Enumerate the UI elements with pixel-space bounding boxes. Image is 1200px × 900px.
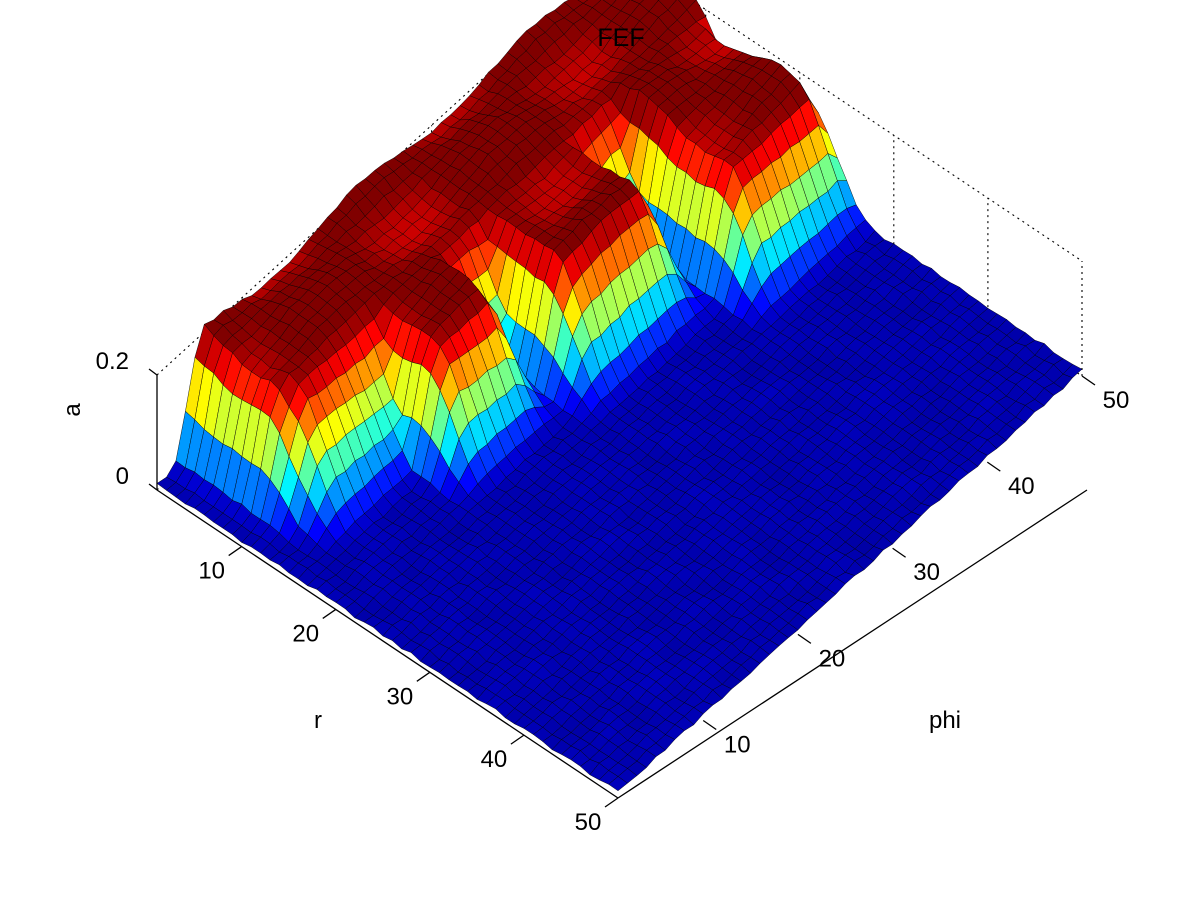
y-axis-label: phi [929, 707, 961, 734]
z-tick-mark [148, 368, 158, 376]
x-axis-label: r [314, 707, 322, 734]
x-axis-line [156, 489, 619, 799]
y-tick-mark [986, 461, 1001, 472]
z-tick-label: 0.2 [96, 348, 129, 375]
y-tick-mark [892, 547, 906, 558]
y-tick-label: 40 [1008, 473, 1035, 500]
x-tick-mark [416, 671, 431, 682]
z-tick-label: 0 [116, 463, 129, 490]
surface-patch [608, 776, 628, 792]
chart-title: FEF [597, 24, 644, 52]
x-tick-mark [228, 546, 243, 557]
y-tick-label: 20 [819, 645, 846, 672]
x-tick-label: 30 [386, 683, 413, 710]
x-tick-mark [604, 797, 619, 808]
axes: 10 20 30 40 50 10 20 30 40 50 0 0.2 [96, 348, 1130, 836]
y-tick-mark [1081, 375, 1096, 386]
x-tick-label: 50 [575, 809, 602, 836]
y-tick-label: 30 [913, 559, 940, 586]
x-tick-label: 10 [198, 558, 225, 585]
y-axis-line [617, 489, 1088, 799]
surface-mesh [156, 0, 1083, 792]
x-tick-label: 40 [481, 746, 508, 773]
x-tick-mark [322, 608, 337, 619]
y-tick-mark [702, 719, 717, 731]
y-tick-mark [797, 633, 812, 644]
x-tick-label: 20 [292, 620, 319, 647]
y-tick-label: 50 [1103, 387, 1130, 414]
y-tick-label: 10 [724, 731, 751, 758]
z-tick-mark [148, 483, 158, 491]
x-tick-mark [510, 734, 525, 745]
z-axis-label: a [59, 403, 86, 417]
